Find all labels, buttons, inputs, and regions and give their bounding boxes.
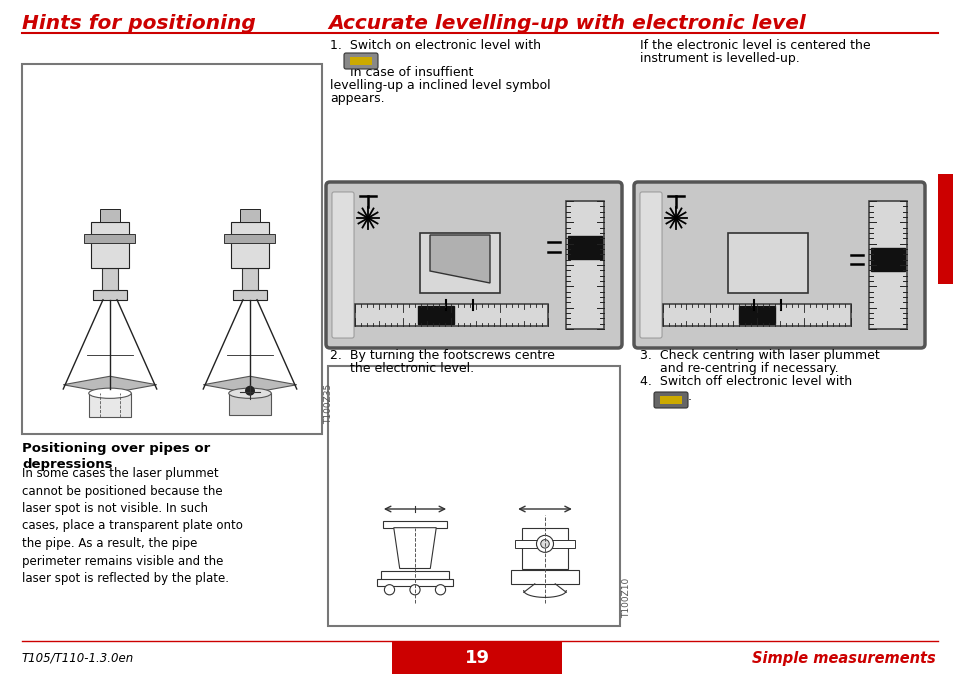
Text: instrument is levelled-up.: instrument is levelled-up. xyxy=(639,52,799,65)
Circle shape xyxy=(435,584,445,595)
Bar xyxy=(727,233,807,293)
Text: Hints for positioning: Hints for positioning xyxy=(22,14,255,33)
Text: If the electronic level is centered the: If the electronic level is centered the xyxy=(639,39,870,52)
Bar xyxy=(233,290,267,300)
Bar xyxy=(417,306,454,324)
Text: T105/T110-1.3.0en: T105/T110-1.3.0en xyxy=(22,652,134,665)
Bar xyxy=(102,268,117,290)
Text: T100Z35: T100Z35 xyxy=(324,384,333,424)
Text: Positioning over pipes or
depressions: Positioning over pipes or depressions xyxy=(22,442,210,471)
Bar xyxy=(355,304,547,326)
Polygon shape xyxy=(430,235,490,283)
FancyBboxPatch shape xyxy=(639,192,661,338)
Circle shape xyxy=(410,584,419,595)
Bar xyxy=(868,201,906,329)
Bar xyxy=(521,528,568,568)
Bar xyxy=(937,174,953,284)
Text: Accurate levelling-up with electronic level: Accurate levelling-up with electronic le… xyxy=(328,14,805,33)
Text: levelling-up a inclined level symbol: levelling-up a inclined level symbol xyxy=(330,79,550,92)
Circle shape xyxy=(540,540,549,548)
FancyBboxPatch shape xyxy=(332,192,354,338)
Text: and re-centring if necessary.: and re-centring if necessary. xyxy=(639,362,838,375)
Text: .: . xyxy=(687,390,691,402)
Bar xyxy=(100,209,120,222)
Bar xyxy=(739,306,774,324)
Circle shape xyxy=(536,535,553,553)
Circle shape xyxy=(384,584,395,595)
FancyBboxPatch shape xyxy=(634,182,924,348)
Polygon shape xyxy=(203,376,296,393)
Bar xyxy=(85,234,135,243)
Bar xyxy=(350,57,372,65)
Text: Simple measurements: Simple measurements xyxy=(752,650,935,665)
Bar xyxy=(89,393,132,417)
Bar xyxy=(229,393,271,415)
Polygon shape xyxy=(394,528,436,568)
Bar xyxy=(22,64,322,434)
Text: In some cases the laser plummet
cannot be positioned because the
laser spot is n: In some cases the laser plummet cannot b… xyxy=(22,467,243,585)
Bar xyxy=(567,235,601,259)
Text: 19: 19 xyxy=(464,649,489,667)
Text: 4.  Switch off electronic level with: 4. Switch off electronic level with xyxy=(639,375,851,388)
Bar xyxy=(328,366,619,626)
Polygon shape xyxy=(63,376,156,393)
FancyBboxPatch shape xyxy=(654,392,687,408)
Bar xyxy=(662,304,850,326)
Bar xyxy=(231,222,269,268)
Bar xyxy=(382,521,447,528)
Bar xyxy=(380,571,449,581)
Bar xyxy=(376,579,453,586)
Circle shape xyxy=(246,386,254,395)
Bar xyxy=(92,290,127,300)
Bar xyxy=(565,201,603,329)
Text: In case of insuffient: In case of insuffient xyxy=(330,66,473,79)
Bar xyxy=(224,234,275,243)
FancyBboxPatch shape xyxy=(326,182,621,348)
Bar xyxy=(515,540,575,548)
Bar xyxy=(242,268,257,290)
Text: 2.  By turning the footscrews centre: 2. By turning the footscrews centre xyxy=(330,349,555,362)
Bar xyxy=(239,209,260,222)
Text: 1.  Switch on electronic level with: 1. Switch on electronic level with xyxy=(330,39,540,52)
Text: 3.  Check centring with laser plummet: 3. Check centring with laser plummet xyxy=(639,349,879,362)
Bar xyxy=(511,570,578,584)
Bar xyxy=(419,233,499,293)
FancyBboxPatch shape xyxy=(344,53,377,69)
Bar xyxy=(91,222,129,268)
Text: T100Z10: T100Z10 xyxy=(621,578,630,618)
Bar xyxy=(659,396,681,404)
Text: the electronic level.: the electronic level. xyxy=(330,362,474,375)
Bar xyxy=(870,248,904,272)
Text: appears.: appears. xyxy=(330,92,384,105)
Ellipse shape xyxy=(229,388,271,398)
Ellipse shape xyxy=(89,388,132,398)
Bar xyxy=(392,642,561,674)
